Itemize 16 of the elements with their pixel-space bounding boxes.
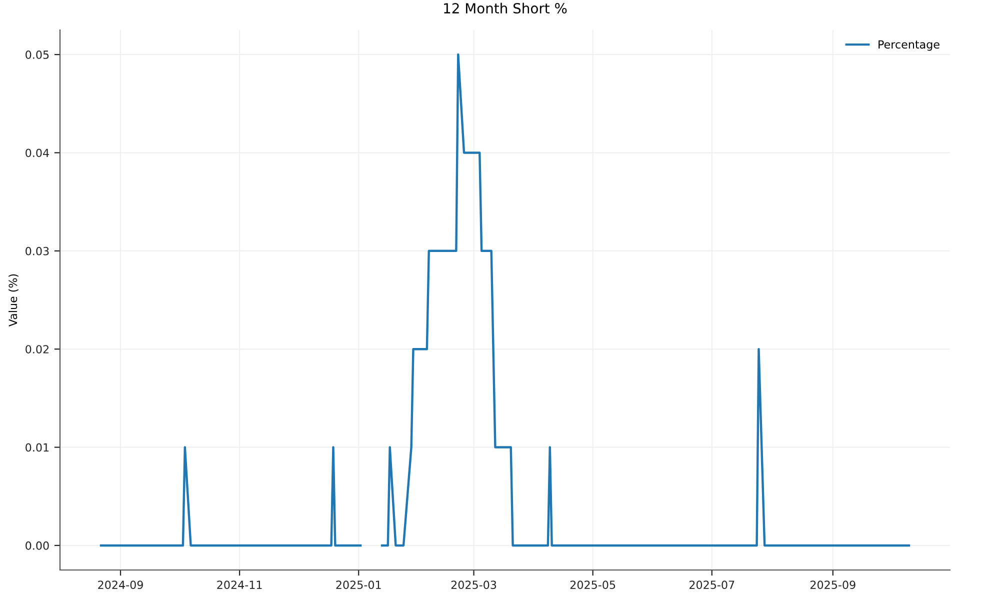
- x-tick-label: 2024-11: [217, 580, 262, 590]
- y-tick-label: 0.01: [26, 443, 49, 452]
- x-tick-label: 2025-09: [810, 580, 856, 590]
- x-tick-label: 2025-07: [689, 580, 734, 590]
- x-tick-label: 2025-03: [451, 580, 496, 590]
- x-tick-label: 2025-01: [336, 580, 381, 590]
- y-tick-label: 0.00: [26, 541, 49, 550]
- y-tick-label: 0.03: [26, 246, 49, 256]
- y-axis-title: Value (%): [8, 274, 18, 327]
- chart-title: 12 Month Short %: [444, 2, 567, 14]
- x-tick-label: 2024-09: [98, 580, 143, 590]
- y-tick-label: 0.02: [26, 345, 48, 354]
- y-tick-label: 0.05: [26, 50, 49, 59]
- y-tick-label: 0.04: [26, 148, 49, 158]
- legend-label: Percentage: [878, 40, 940, 51]
- x-tick-label: 2025-05: [570, 580, 616, 590]
